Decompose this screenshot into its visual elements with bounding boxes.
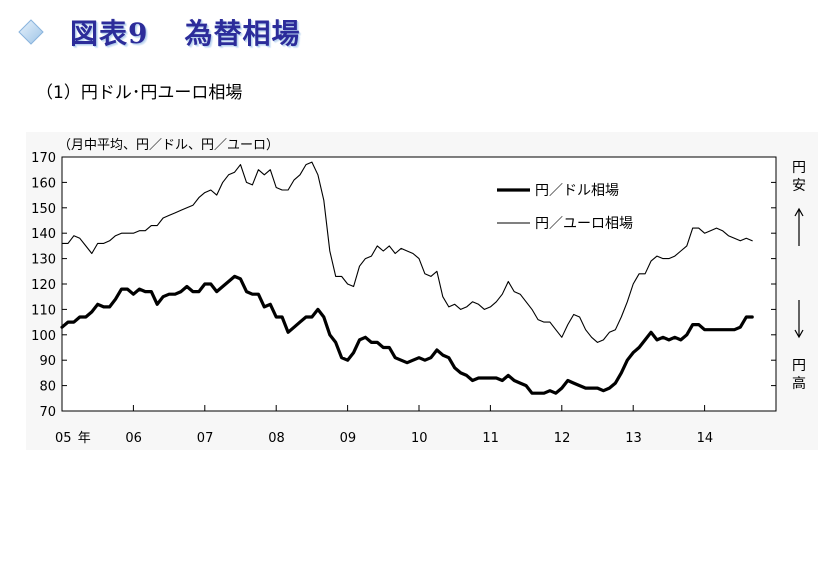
x-tick-label: 07 <box>197 431 214 446</box>
y-axis: 70 80 90 100 110 120 130 140 150 160 170 <box>31 151 776 420</box>
chart-subtitle: （1）円ドル･円ユーロ相場 <box>36 83 243 103</box>
plot-frame <box>61 156 777 412</box>
y-tick-label: 100 <box>31 329 56 344</box>
diamond-icon <box>18 19 44 45</box>
x-tick-label: 13 <box>625 431 642 446</box>
y-tick-label: 90 <box>39 354 56 369</box>
side-label-top-1: 円 <box>792 160 806 176</box>
down-arrow-head <box>794 329 804 339</box>
y-tick-label: 120 <box>31 278 56 293</box>
figure-number: 図表9 <box>70 17 149 50</box>
y-tick-label: 160 <box>31 176 56 191</box>
unit-label: （月中平均、円／ドル、円／ユーロ） <box>58 138 280 153</box>
side-label-top-2: 安 <box>792 178 806 194</box>
legend-label: 円／ユーロ相場 <box>535 216 633 232</box>
y-tick-label: 70 <box>39 405 56 420</box>
x-tick-label: 10 <box>411 431 428 446</box>
x-tick-label: 11 <box>482 431 499 446</box>
figure-title-row: 図表9 為替相場 <box>14 12 301 52</box>
x-tick-label: 09 <box>340 431 357 446</box>
x-tick-label: 08 <box>268 431 285 446</box>
y-tick-label: 170 <box>31 151 56 166</box>
x-tick-label: 12 <box>554 431 571 446</box>
series-line-usd-jpy <box>60 274 754 395</box>
side-label-bottom-2: 高 <box>792 375 806 392</box>
series-line-eur-jpy <box>61 161 753 343</box>
x-tick-label: 06 <box>125 431 142 446</box>
y-tick-label: 140 <box>31 227 56 242</box>
series-layer <box>60 161 754 395</box>
up-arrow-head <box>794 207 804 217</box>
plot-area <box>61 156 777 412</box>
side-label-bottom-1: 円 <box>792 358 806 374</box>
figure-title-text: 為替相場 <box>184 17 301 50</box>
y-tick-label: 110 <box>31 303 56 318</box>
y-tick-label: 130 <box>31 253 56 268</box>
x-tick-label: 14 <box>697 431 714 446</box>
x-axis: 05 年 06 07 08 09 10 11 12 13 14 <box>55 405 713 446</box>
x-tick-label: 05 <box>55 431 72 446</box>
y-tick-label: 150 <box>31 202 56 217</box>
figure-title: 図表9 為替相場 <box>70 12 301 52</box>
y-tick-label: 80 <box>39 380 56 395</box>
x-tick-label: 年 <box>78 431 91 446</box>
legend-label: 円／ドル相場 <box>535 183 619 199</box>
